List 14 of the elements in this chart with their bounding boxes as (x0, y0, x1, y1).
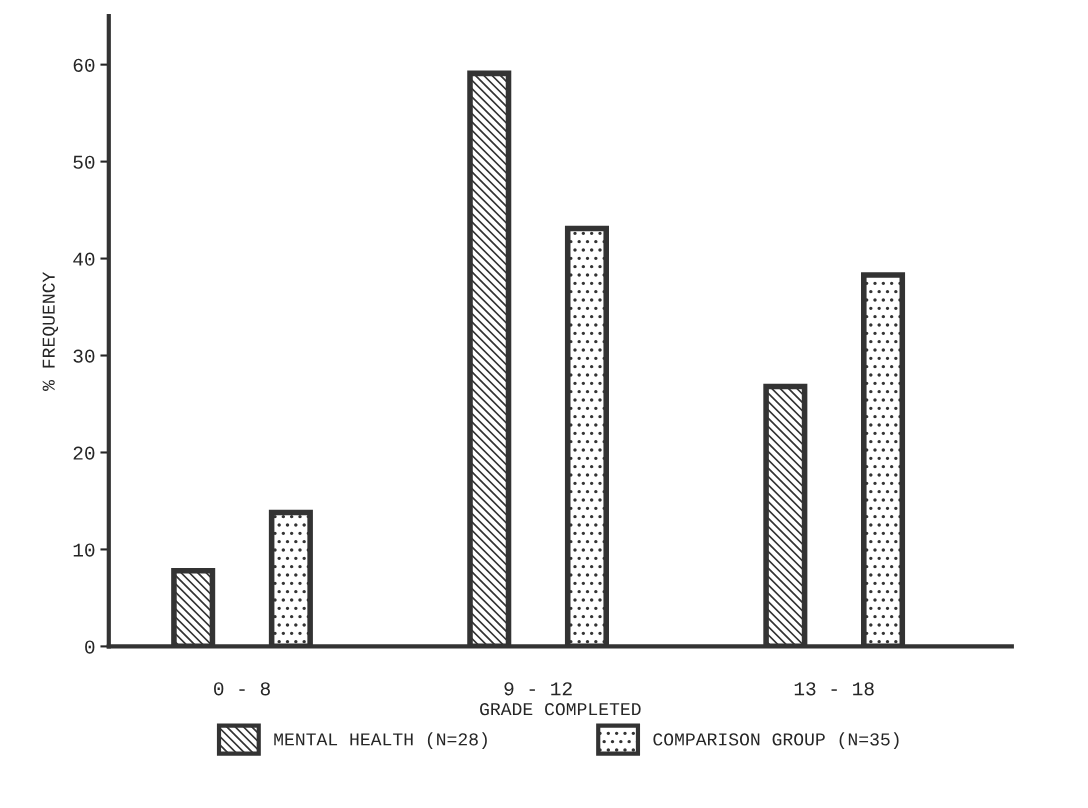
y-tick-label: 10 (73, 543, 95, 557)
y-tick-label: 50 (73, 155, 95, 169)
legend-label: MENTAL HEALTH (N=28) (274, 732, 487, 750)
legend-label: COMPARISON GROUP (N=35) (653, 732, 899, 750)
x-axis-title: GRADE COMPLETED (480, 703, 641, 716)
y-tick-label: 30 (73, 349, 95, 363)
x-tick-label: 13 - 18 (794, 682, 874, 696)
y-tick-label: 60 (73, 58, 95, 72)
y-axis-title: % FREQUENCY (42, 272, 59, 391)
y-tick-label: 40 (73, 252, 95, 266)
y-tick-label: 0 (85, 640, 95, 654)
y-tick-label: 20 (73, 446, 95, 460)
x-tick-label: 0 - 8 (214, 682, 270, 696)
x-tick-label: 9 - 12 (504, 682, 572, 696)
